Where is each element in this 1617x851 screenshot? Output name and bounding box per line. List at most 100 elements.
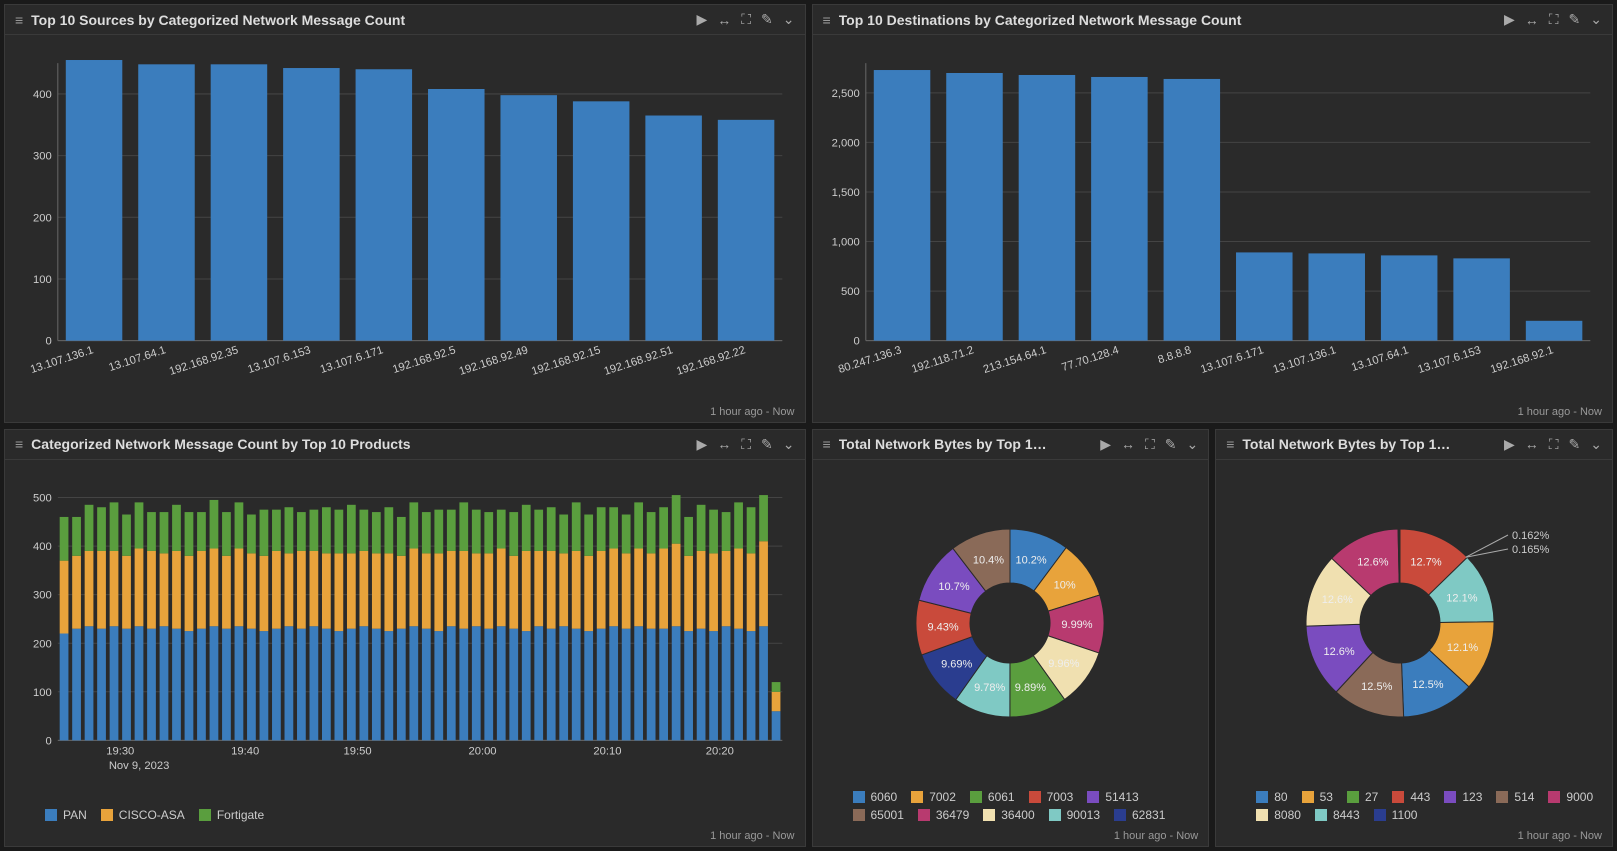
edit-icon[interactable]: ✎ xyxy=(761,436,773,453)
svg-text:13.107.6.153: 13.107.6.153 xyxy=(1416,344,1482,376)
legend-item[interactable]: 27 xyxy=(1347,790,1378,804)
hamburger-icon[interactable]: ≡ xyxy=(1226,436,1234,452)
legend-item[interactable]: 7003 xyxy=(1029,790,1074,804)
expand-icon[interactable]: ⛶ xyxy=(1549,436,1559,453)
edit-icon[interactable]: ✎ xyxy=(1569,436,1581,453)
chevron-down-icon[interactable]: ⌄ xyxy=(783,11,795,28)
legend-products: PAN CISCO-ASA Fortigate xyxy=(5,804,805,828)
chevron-down-icon[interactable]: ⌄ xyxy=(1590,436,1602,453)
legend-item[interactable]: 36400 xyxy=(983,808,1034,822)
svg-text:20:10: 20:10 xyxy=(593,745,621,757)
legend-item[interactable]: 62831 xyxy=(1114,808,1165,822)
hamburger-icon[interactable]: ≡ xyxy=(823,436,831,452)
legend-swatch xyxy=(1302,791,1314,803)
svg-text:12.6%: 12.6% xyxy=(1357,556,1388,568)
svg-text:192.168.92.5: 192.168.92.5 xyxy=(391,344,457,376)
swap-icon[interactable]: ↔ xyxy=(1525,436,1539,452)
bottom-right-row: ≡ Total Network Bytes by Top 1… ▶ ↔ ⛶ ✎ … xyxy=(812,429,1614,848)
donut-chart-2: 12.7%12.1%12.1%12.5%12.5%12.6%12.6%12.6%… xyxy=(1274,505,1554,745)
hamburger-icon[interactable]: ≡ xyxy=(15,12,23,28)
svg-text:400: 400 xyxy=(33,89,52,101)
legend-item[interactable]: Fortigate xyxy=(199,808,264,822)
expand-icon[interactable]: ⛶ xyxy=(1549,11,1559,28)
panel-destinations: ≡ Top 10 Destinations by Categorized Net… xyxy=(812,4,1614,423)
chevron-down-icon[interactable]: ⌄ xyxy=(1590,11,1602,28)
svg-text:100: 100 xyxy=(33,686,52,698)
svg-text:12.7%: 12.7% xyxy=(1411,556,1442,568)
expand-icon[interactable]: ⛶ xyxy=(741,436,751,453)
legend-item[interactable]: 9000 xyxy=(1548,790,1593,804)
legend-item[interactable]: 90013 xyxy=(1049,808,1100,822)
legend-item[interactable]: 36479 xyxy=(918,808,969,822)
bar-chart-destinations: 05001,0001,5002,0002,50080.247.136.3192.… xyxy=(825,43,1601,400)
legend-label: 8080 xyxy=(1274,808,1301,822)
legend-swatch xyxy=(1444,791,1456,803)
legend-swatch xyxy=(1548,791,1560,803)
panel-donut1: ≡ Total Network Bytes by Top 1… ▶ ↔ ⛶ ✎ … xyxy=(812,429,1210,848)
legend-swatch xyxy=(1347,791,1359,803)
chart-body: 010020030040013.107.136.113.107.64.1192.… xyxy=(5,35,805,404)
svg-text:9.96%: 9.96% xyxy=(1049,658,1080,670)
svg-text:0: 0 xyxy=(45,336,51,348)
expand-icon[interactable]: ⛶ xyxy=(741,11,751,28)
swap-icon[interactable]: ↔ xyxy=(1525,12,1539,28)
panel-title: Total Network Bytes by Top 1… xyxy=(1242,436,1504,452)
legend-item[interactable]: CISCO-ASA xyxy=(101,808,185,822)
edit-icon[interactable]: ✎ xyxy=(1569,11,1581,28)
svg-text:500: 500 xyxy=(840,286,859,298)
play-icon[interactable]: ▶ xyxy=(696,11,707,28)
legend-item[interactable]: 514 xyxy=(1496,790,1534,804)
svg-text:192.168.92.15: 192.168.92.15 xyxy=(530,344,602,378)
chevron-down-icon[interactable]: ⌄ xyxy=(1187,436,1199,453)
edit-icon[interactable]: ✎ xyxy=(1165,436,1177,453)
svg-text:9.43%: 9.43% xyxy=(928,621,959,633)
legend-item[interactable]: 123 xyxy=(1444,790,1482,804)
time-range-label: 1 hour ago - Now xyxy=(5,828,805,846)
legend-item[interactable]: 80 xyxy=(1256,790,1287,804)
play-icon[interactable]: ▶ xyxy=(1504,436,1515,453)
legend-donut2: 80 53 27 443 123 514 9000 8080 8443 1100 xyxy=(1216,786,1612,828)
legend-label: PAN xyxy=(63,808,87,822)
chevron-down-icon[interactable]: ⌄ xyxy=(783,436,795,453)
hamburger-icon[interactable]: ≡ xyxy=(15,436,23,452)
swap-icon[interactable]: ↔ xyxy=(1121,436,1135,452)
panel-actions: ▶ ↔ ⛶ ✎ ⌄ xyxy=(1504,436,1602,453)
hamburger-icon[interactable]: ≡ xyxy=(823,12,831,28)
legend-label: 36400 xyxy=(1001,808,1034,822)
legend-item[interactable]: 65001 xyxy=(853,808,904,822)
legend-item[interactable]: 7002 xyxy=(911,790,956,804)
svg-text:0.162%: 0.162% xyxy=(1512,530,1550,542)
legend-label: 8443 xyxy=(1333,808,1360,822)
play-icon[interactable]: ▶ xyxy=(1504,11,1515,28)
svg-text:19:50: 19:50 xyxy=(344,745,372,757)
svg-text:10%: 10% xyxy=(1054,579,1076,591)
edit-icon[interactable]: ✎ xyxy=(761,11,773,28)
legend-item[interactable]: 53 xyxy=(1302,790,1333,804)
legend-item[interactable]: 51413 xyxy=(1087,790,1138,804)
legend-item[interactable]: PAN xyxy=(45,808,87,822)
legend-label: 1100 xyxy=(1392,808,1418,822)
legend-item[interactable]: 443 xyxy=(1392,790,1430,804)
play-icon[interactable]: ▶ xyxy=(1100,436,1111,453)
legend-swatch xyxy=(1256,809,1268,821)
expand-icon[interactable]: ⛶ xyxy=(1145,436,1155,453)
panel-actions: ▶ ↔ ⛶ ✎ ⌄ xyxy=(1100,436,1198,453)
swap-icon[interactable]: ↔ xyxy=(717,436,731,452)
legend-swatch xyxy=(45,809,57,821)
legend-item[interactable]: 6060 xyxy=(853,790,898,804)
panel-title: Categorized Network Message Count by Top… xyxy=(31,436,696,452)
legend-swatch xyxy=(853,809,865,821)
panel-title: Top 10 Destinations by Categorized Netwo… xyxy=(839,12,1504,28)
svg-text:300: 300 xyxy=(33,151,52,163)
legend-label: 53 xyxy=(1320,790,1333,804)
legend-item[interactable]: 8080 xyxy=(1256,808,1301,822)
svg-text:192.168.92.49: 192.168.92.49 xyxy=(458,344,530,378)
legend-swatch xyxy=(918,809,930,821)
swap-icon[interactable]: ↔ xyxy=(717,12,731,28)
panel-actions: ▶ ↔ ⛶ ✎ ⌄ xyxy=(696,436,794,453)
svg-text:0: 0 xyxy=(853,336,859,348)
legend-item[interactable]: 1100 xyxy=(1374,808,1418,822)
legend-item[interactable]: 6061 xyxy=(970,790,1015,804)
legend-item[interactable]: 8443 xyxy=(1315,808,1360,822)
play-icon[interactable]: ▶ xyxy=(696,436,707,453)
